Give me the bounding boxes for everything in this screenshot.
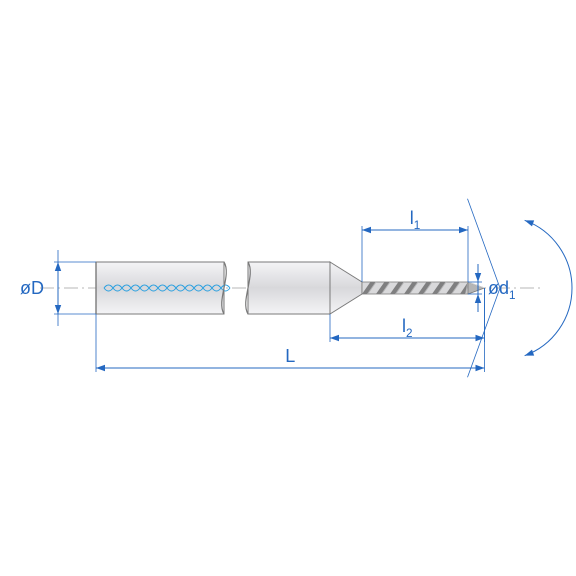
drill-point: [468, 282, 484, 294]
dim-label-d1: ød1: [488, 278, 516, 302]
shank-segment-right: [248, 262, 330, 314]
angle-ray-upper: [468, 288, 500, 377]
dim-label-l2: l2: [402, 316, 413, 340]
angle-ray-lower: [468, 199, 500, 288]
dim-label-D: øD: [20, 278, 44, 298]
dim-label-l1: l1: [410, 208, 421, 232]
taper: [330, 262, 362, 314]
shank-segment-left: [96, 262, 224, 314]
dim-label-L: L: [285, 346, 295, 366]
technical-drawing: øDød1Ll1l2140°: [0, 0, 576, 576]
